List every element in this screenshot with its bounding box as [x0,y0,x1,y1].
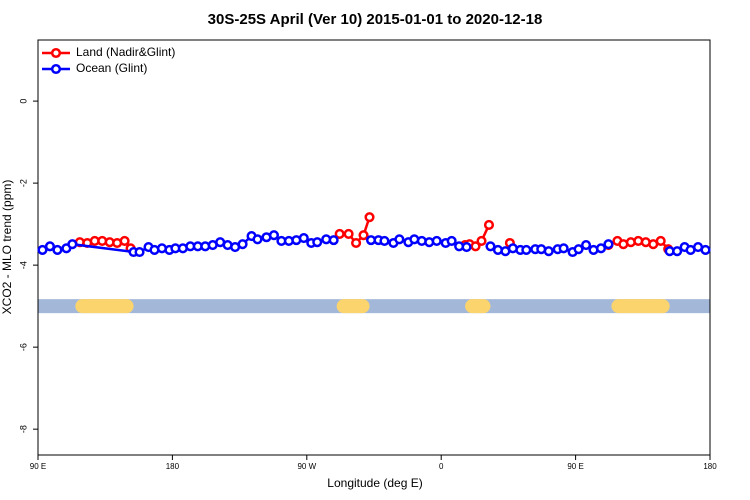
point [573,244,584,255]
point [237,239,248,250]
x-tick-label: 180 [703,462,717,471]
legend-marker [50,63,62,75]
y-tick-label: -2 [18,179,28,187]
x-tick-label: 0 [439,462,444,471]
point [485,241,496,252]
plot-frame [37,39,711,456]
point [119,235,130,246]
point [431,235,442,246]
y-axis-label: XCO2 - MLO trend (ppm) [0,180,14,315]
point [446,235,457,246]
point [328,235,339,246]
x-tick-label: 90 W [297,462,316,471]
point [364,212,375,223]
point [655,235,666,246]
x-tick-label: 90 E [30,462,46,471]
point [334,228,345,240]
legend-label: Ocean (Glint) [76,61,147,75]
x-axis-label: Longitude (deg E) [327,476,422,490]
x-tick-label: 90 E [567,462,583,471]
point [476,235,487,246]
point [134,246,145,258]
legend-marker [50,47,62,59]
point [37,244,48,256]
point [52,244,63,256]
y-tick-label: -6 [18,343,28,351]
y-tick-label: -4 [18,261,28,269]
point [483,219,495,230]
point [581,239,592,251]
point [298,233,309,244]
point [672,246,683,257]
legend-label: Land (Nadir&Glint) [76,45,175,59]
point [595,243,607,254]
land-segment [611,299,670,314]
y-tick-label: -8 [18,425,28,433]
point [44,241,55,252]
y-tick-label: 0 [18,99,28,104]
point [461,242,472,253]
point [268,230,279,241]
land-segment [465,299,491,314]
point [358,230,369,241]
land-segment [75,299,134,314]
point [543,246,554,257]
point [700,244,711,256]
point [343,228,354,240]
x-tick-label: 180 [166,462,180,471]
ocean-bar [38,299,710,314]
point [603,239,614,250]
point [312,237,323,248]
point [470,241,481,252]
point [351,237,362,249]
point [521,244,532,256]
point [394,234,405,245]
chart-title: 30S-25S April (Ver 10) 2015-01-01 to 202… [208,11,543,28]
point [252,234,263,245]
point [558,243,569,254]
land-segment [336,299,370,314]
point [379,235,390,246]
point [67,239,78,250]
